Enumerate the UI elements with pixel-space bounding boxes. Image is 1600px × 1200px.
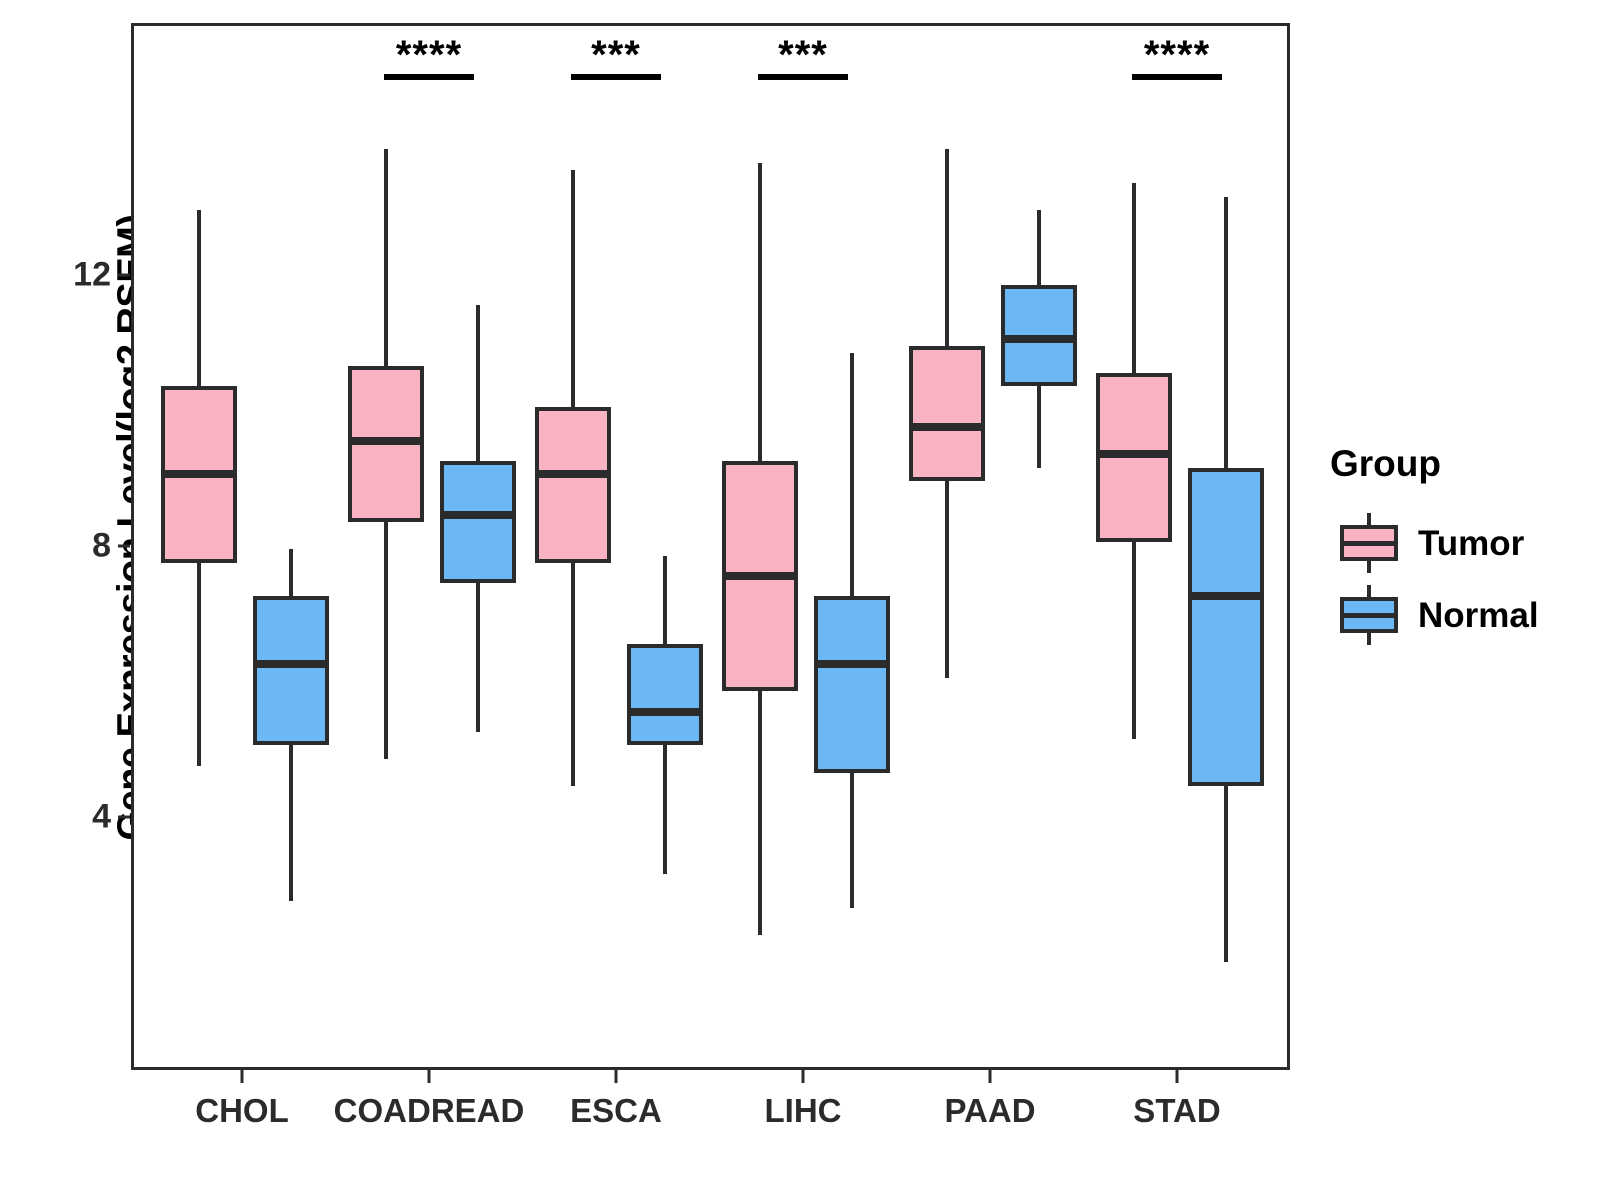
box-median-line	[535, 470, 611, 479]
significance-stars: ****	[1143, 33, 1211, 77]
significance-bar	[571, 74, 661, 80]
box-median-line	[1001, 334, 1077, 343]
x-tick-mark	[801, 1070, 805, 1083]
x-tick-label-lihc: LIHC	[764, 1092, 842, 1129]
box-normal-lihc[interactable]	[814, 596, 890, 773]
significance-bar	[1132, 74, 1222, 80]
significance-stars: ****	[395, 33, 463, 77]
box-median-line	[909, 423, 985, 432]
x-tick-label-coadread: COADREAD	[333, 1092, 525, 1129]
box-median-line	[253, 660, 329, 669]
box-median-line	[161, 470, 237, 479]
y-tick-mark	[118, 544, 130, 548]
legend-title: Group	[1330, 443, 1441, 484]
legend-label: Tumor	[1418, 524, 1525, 563]
significance-stars: ***	[778, 33, 828, 77]
box-median-line	[1096, 450, 1172, 459]
legend-whisker-top	[1367, 513, 1371, 527]
box-tumor-esca[interactable]	[535, 406, 611, 563]
legend-item-normal[interactable]: Normal	[1330, 585, 1570, 647]
box-tumor-paad[interactable]	[909, 345, 985, 482]
legend-median-line	[1340, 541, 1398, 546]
legend-key-icon	[1340, 585, 1398, 645]
y-tick-label: 12	[73, 255, 111, 294]
legend-whisker-bottom	[1367, 631, 1371, 645]
box-median-line	[722, 572, 798, 581]
x-tick-mark	[988, 1070, 992, 1083]
x-tick-mark	[427, 1070, 431, 1083]
y-tick-mark	[118, 273, 130, 277]
x-tick-mark	[1175, 1070, 1179, 1083]
y-tick-label: 4	[92, 797, 111, 836]
x-tick-label-stad: STAD	[1133, 1092, 1221, 1129]
box-median-line	[814, 660, 890, 669]
box-normal-coadread[interactable]	[440, 460, 516, 583]
y-tick-label: 8	[92, 526, 111, 565]
y-tick-mark	[118, 815, 130, 819]
x-tick-label-chol: CHOL	[195, 1092, 289, 1129]
box-normal-stad[interactable]	[1188, 467, 1264, 787]
significance-stars: ***	[591, 33, 641, 77]
x-tick-label-esca: ESCA	[570, 1092, 662, 1129]
legend-whisker-top	[1367, 585, 1371, 599]
box-normal-esca[interactable]	[627, 643, 703, 746]
legend-item-tumor[interactable]: Tumor	[1330, 513, 1570, 575]
legend-median-line	[1340, 613, 1398, 618]
significance-bar	[758, 74, 848, 80]
significance-bar	[384, 74, 474, 80]
y-axis	[0, 0, 131, 1200]
box-median-line	[1188, 592, 1264, 601]
x-tick-mark	[240, 1070, 244, 1083]
legend: Group Tumor Normal	[1330, 443, 1590, 663]
plot-panel	[131, 23, 1290, 1070]
x-tick-label-paad: PAAD	[944, 1092, 1036, 1129]
box-median-line	[627, 707, 703, 716]
plot-area	[134, 26, 1287, 1067]
legend-whisker-bottom	[1367, 559, 1371, 573]
box-median-line	[440, 511, 516, 520]
box-median-line	[348, 436, 424, 445]
x-tick-mark	[614, 1070, 618, 1083]
legend-label: Normal	[1418, 596, 1539, 635]
box-normal-chol[interactable]	[253, 596, 329, 746]
legend-key-icon	[1340, 513, 1398, 573]
